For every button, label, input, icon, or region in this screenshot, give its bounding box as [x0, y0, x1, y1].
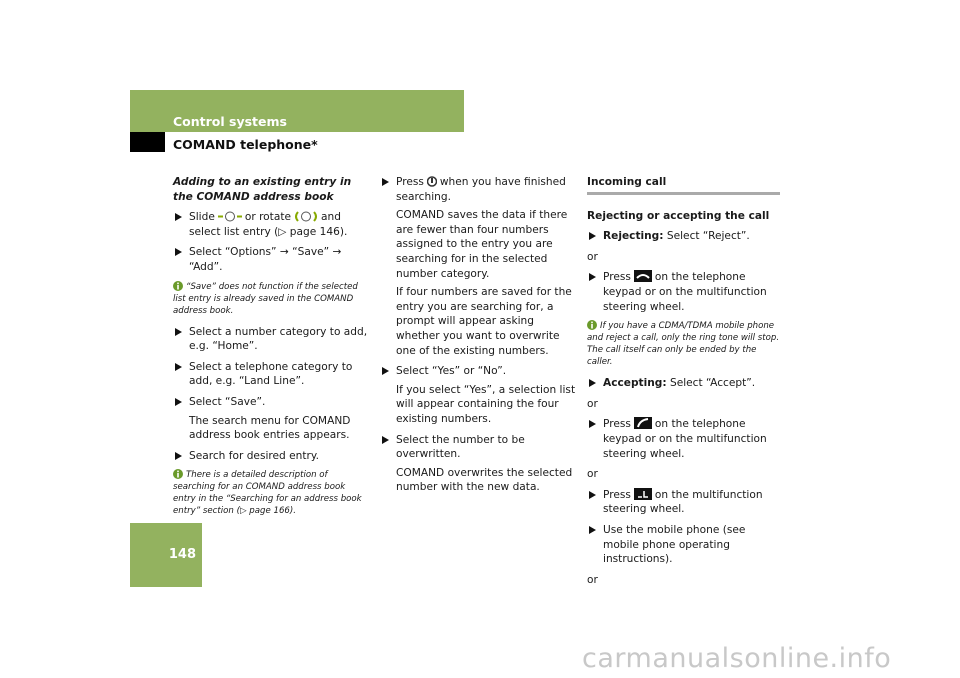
section-title: Control systems — [173, 114, 287, 129]
text: when you have finished searching. — [396, 176, 566, 203]
step: Press on the multifunction steering wheel… — [587, 487, 780, 517]
text: Slide — [189, 211, 215, 224]
step: Press on the telephone keypad or on the m… — [587, 417, 780, 461]
heading: Incoming call — [587, 175, 780, 195]
icon — [295, 211, 317, 222]
info-icon — [173, 280, 183, 291]
step: Select “Yes” or “No”. — [380, 364, 576, 379]
text: Press — [603, 418, 631, 431]
text: Press — [603, 488, 631, 501]
page-number-box: 148 — [130, 523, 202, 587]
label: Rejecting: — [603, 230, 664, 243]
text: Select “Reject”. — [666, 230, 750, 243]
step: Rejecting: Select “Reject”. — [587, 229, 780, 244]
text: Press — [396, 176, 424, 188]
header-marker — [130, 132, 165, 152]
note: There is a detailed description of searc… — [173, 469, 368, 517]
info-icon — [587, 320, 597, 331]
step: Press when you have finished searching. — [380, 175, 576, 204]
step: Select “Options” → “Save” → “Add”. — [173, 245, 368, 274]
step: Select a number category to add, e.g. “H… — [173, 325, 368, 354]
detail: COMAND saves the data if there are fewer… — [396, 209, 568, 280]
subsection-title: COMAND telephone* — [173, 137, 318, 152]
icon — [426, 176, 437, 187]
phone-key-icon — [633, 487, 652, 500]
step: Use the mobile phone (see mobile phone o… — [587, 523, 780, 567]
note-text: There is a detailed description of searc… — [173, 470, 362, 517]
page-number: 148 — [168, 547, 196, 562]
note-text: If you have a CDMA/TDMA mobile phone and… — [587, 321, 780, 368]
text: and select list entry (▷ page 146). — [189, 211, 348, 238]
icon — [217, 211, 242, 222]
detail: COMAND overwrites the selected number wi… — [396, 466, 573, 494]
watermark: carmanualsonline.info — [582, 643, 892, 674]
info-icon — [173, 469, 183, 480]
step: Select “Save”. — [173, 395, 368, 410]
text: Select “Accept”. — [669, 377, 756, 390]
step: Select a telephone category to add, e.g.… — [173, 360, 368, 389]
pickup-icon — [633, 417, 652, 430]
or: or — [587, 397, 598, 410]
or: or — [587, 468, 598, 481]
header-bar: Control systems — [130, 90, 464, 132]
text: or rotate — [244, 211, 291, 224]
hangup-icon — [633, 270, 652, 283]
text: Press — [603, 271, 631, 284]
or: or — [587, 250, 598, 263]
detail: If you select “Yes”, a selection list wi… — [396, 383, 576, 425]
or: or — [587, 573, 598, 586]
left-column: Adding to an existing entry in the COMAN… — [173, 175, 368, 525]
step: Accepting: Select “Accept”. — [587, 376, 780, 391]
text: on the multifunction steering wheel. — [603, 488, 763, 516]
detail: The search menu for COMAND address book … — [189, 414, 351, 442]
step: Select the number to be overwritten. — [380, 433, 576, 462]
subheading: Rejecting or accepting the call — [587, 209, 770, 222]
note: “Save” does not function if the selected… — [173, 280, 368, 317]
note: If you have a CDMA/TDMA mobile phone and… — [587, 320, 780, 368]
note-text: “Save” does not function if the selected… — [173, 281, 358, 316]
text: on the telephone keypad or on the multif… — [603, 418, 767, 460]
step: Search for desired entry. — [173, 449, 368, 464]
text: on the telephone keypad or on the multif… — [603, 271, 767, 313]
step: Press on the telephone keypad or on the m… — [587, 270, 780, 314]
heading: Adding to an existing entry in the COMAN… — [173, 176, 352, 203]
middle-column: Press when you have finished searching. C… — [380, 175, 576, 501]
detail: If four numbers are saved for the entry … — [396, 286, 572, 357]
label: Accepting: — [603, 377, 667, 390]
right-column: Incoming call Rejecting or accepting the… — [587, 175, 780, 593]
step: Slide or rotate and select list entry (▷ p… — [173, 210, 368, 239]
